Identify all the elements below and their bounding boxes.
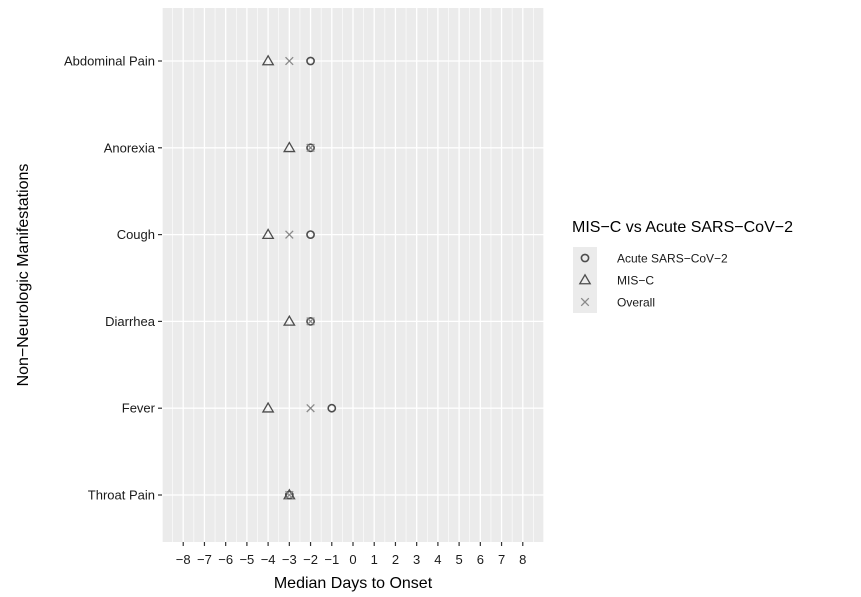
x-tick-label: −1 (324, 552, 339, 567)
x-tick-label: −2 (303, 552, 318, 567)
point-cross-stroke (306, 143, 315, 153)
legend: MIS−C vs Acute SARS−CoV−2 Acute SARS−CoV… (572, 219, 793, 313)
point-cross (285, 56, 294, 66)
point-cross-stroke (285, 490, 294, 500)
y-tick-label: Anorexia (104, 140, 156, 155)
y-tick-label: Abdominal Pain (64, 54, 155, 69)
x-tick-label: −7 (197, 552, 212, 567)
x-tick-label: 1 (371, 552, 378, 567)
point-cross-stroke (306, 403, 315, 413)
point-circle (306, 56, 315, 66)
x-tick-label: 7 (498, 552, 505, 567)
y-tick-label: Cough (117, 227, 155, 242)
legend-key-background (573, 269, 597, 291)
point-cross (306, 143, 315, 153)
x-tick-label: 4 (434, 552, 441, 567)
point-cross (285, 230, 294, 239)
x-tick-label: 6 (477, 552, 484, 567)
point-cross-stroke (306, 317, 315, 326)
x-tick-label: −5 (239, 552, 254, 567)
point-cross (306, 317, 315, 326)
grid-lines (161, 8, 545, 542)
point-triangle (261, 228, 275, 239)
y-tick-label: Diarrhea (105, 314, 156, 329)
point-triangle (283, 314, 296, 326)
x-axis-title: Median Days to Onset (274, 575, 433, 592)
point-cross-stroke (285, 230, 294, 239)
point-circle (306, 316, 315, 326)
point-circle (306, 143, 315, 153)
legend-items: Acute SARS−CoV−2 MIS−C Overall (573, 247, 728, 313)
point-triangle (283, 488, 296, 500)
x-tick-label: 8 (519, 552, 526, 567)
point-triangle (261, 54, 275, 66)
x-tick-label: 3 (413, 552, 420, 567)
legend-key-cross-stroke (580, 297, 590, 307)
point-cross-stroke (285, 56, 294, 66)
point-circle (327, 403, 337, 413)
legend-key-circle (580, 253, 590, 263)
point-triangle (283, 141, 296, 153)
legend-label: Acute SARS−CoV−2 (617, 252, 728, 266)
data-points (261, 54, 337, 500)
x-tick-label: −3 (282, 552, 297, 567)
y-tick-label: Fever (122, 401, 156, 416)
legend-label: Overall (617, 296, 655, 310)
x-tick-label: −4 (261, 552, 276, 567)
legend-label: MIS−C (617, 274, 654, 288)
point-circle (306, 230, 315, 239)
x-tick-label: 0 (349, 552, 356, 567)
legend-title: MIS−C vs Acute SARS−CoV−2 (572, 219, 793, 236)
x-tick-label: −6 (218, 552, 233, 567)
axes: Abdominal Pain Anorexia Cough Diarrhea Fever… (64, 54, 526, 568)
legend-key-triangle (578, 273, 592, 285)
y-axis-title: Non−Neurologic Manifestations (15, 164, 32, 387)
legend-key-cross (580, 297, 590, 307)
x-tick-label: 5 (455, 552, 462, 567)
x-tick-label: −8 (176, 552, 191, 567)
x-tick-label: 2 (392, 552, 399, 567)
legend-key-background (573, 247, 597, 269)
point-cross (306, 403, 315, 413)
point-triangle (261, 401, 275, 413)
y-tick-label: Throat Pain (88, 488, 155, 503)
point-cross (285, 490, 294, 500)
